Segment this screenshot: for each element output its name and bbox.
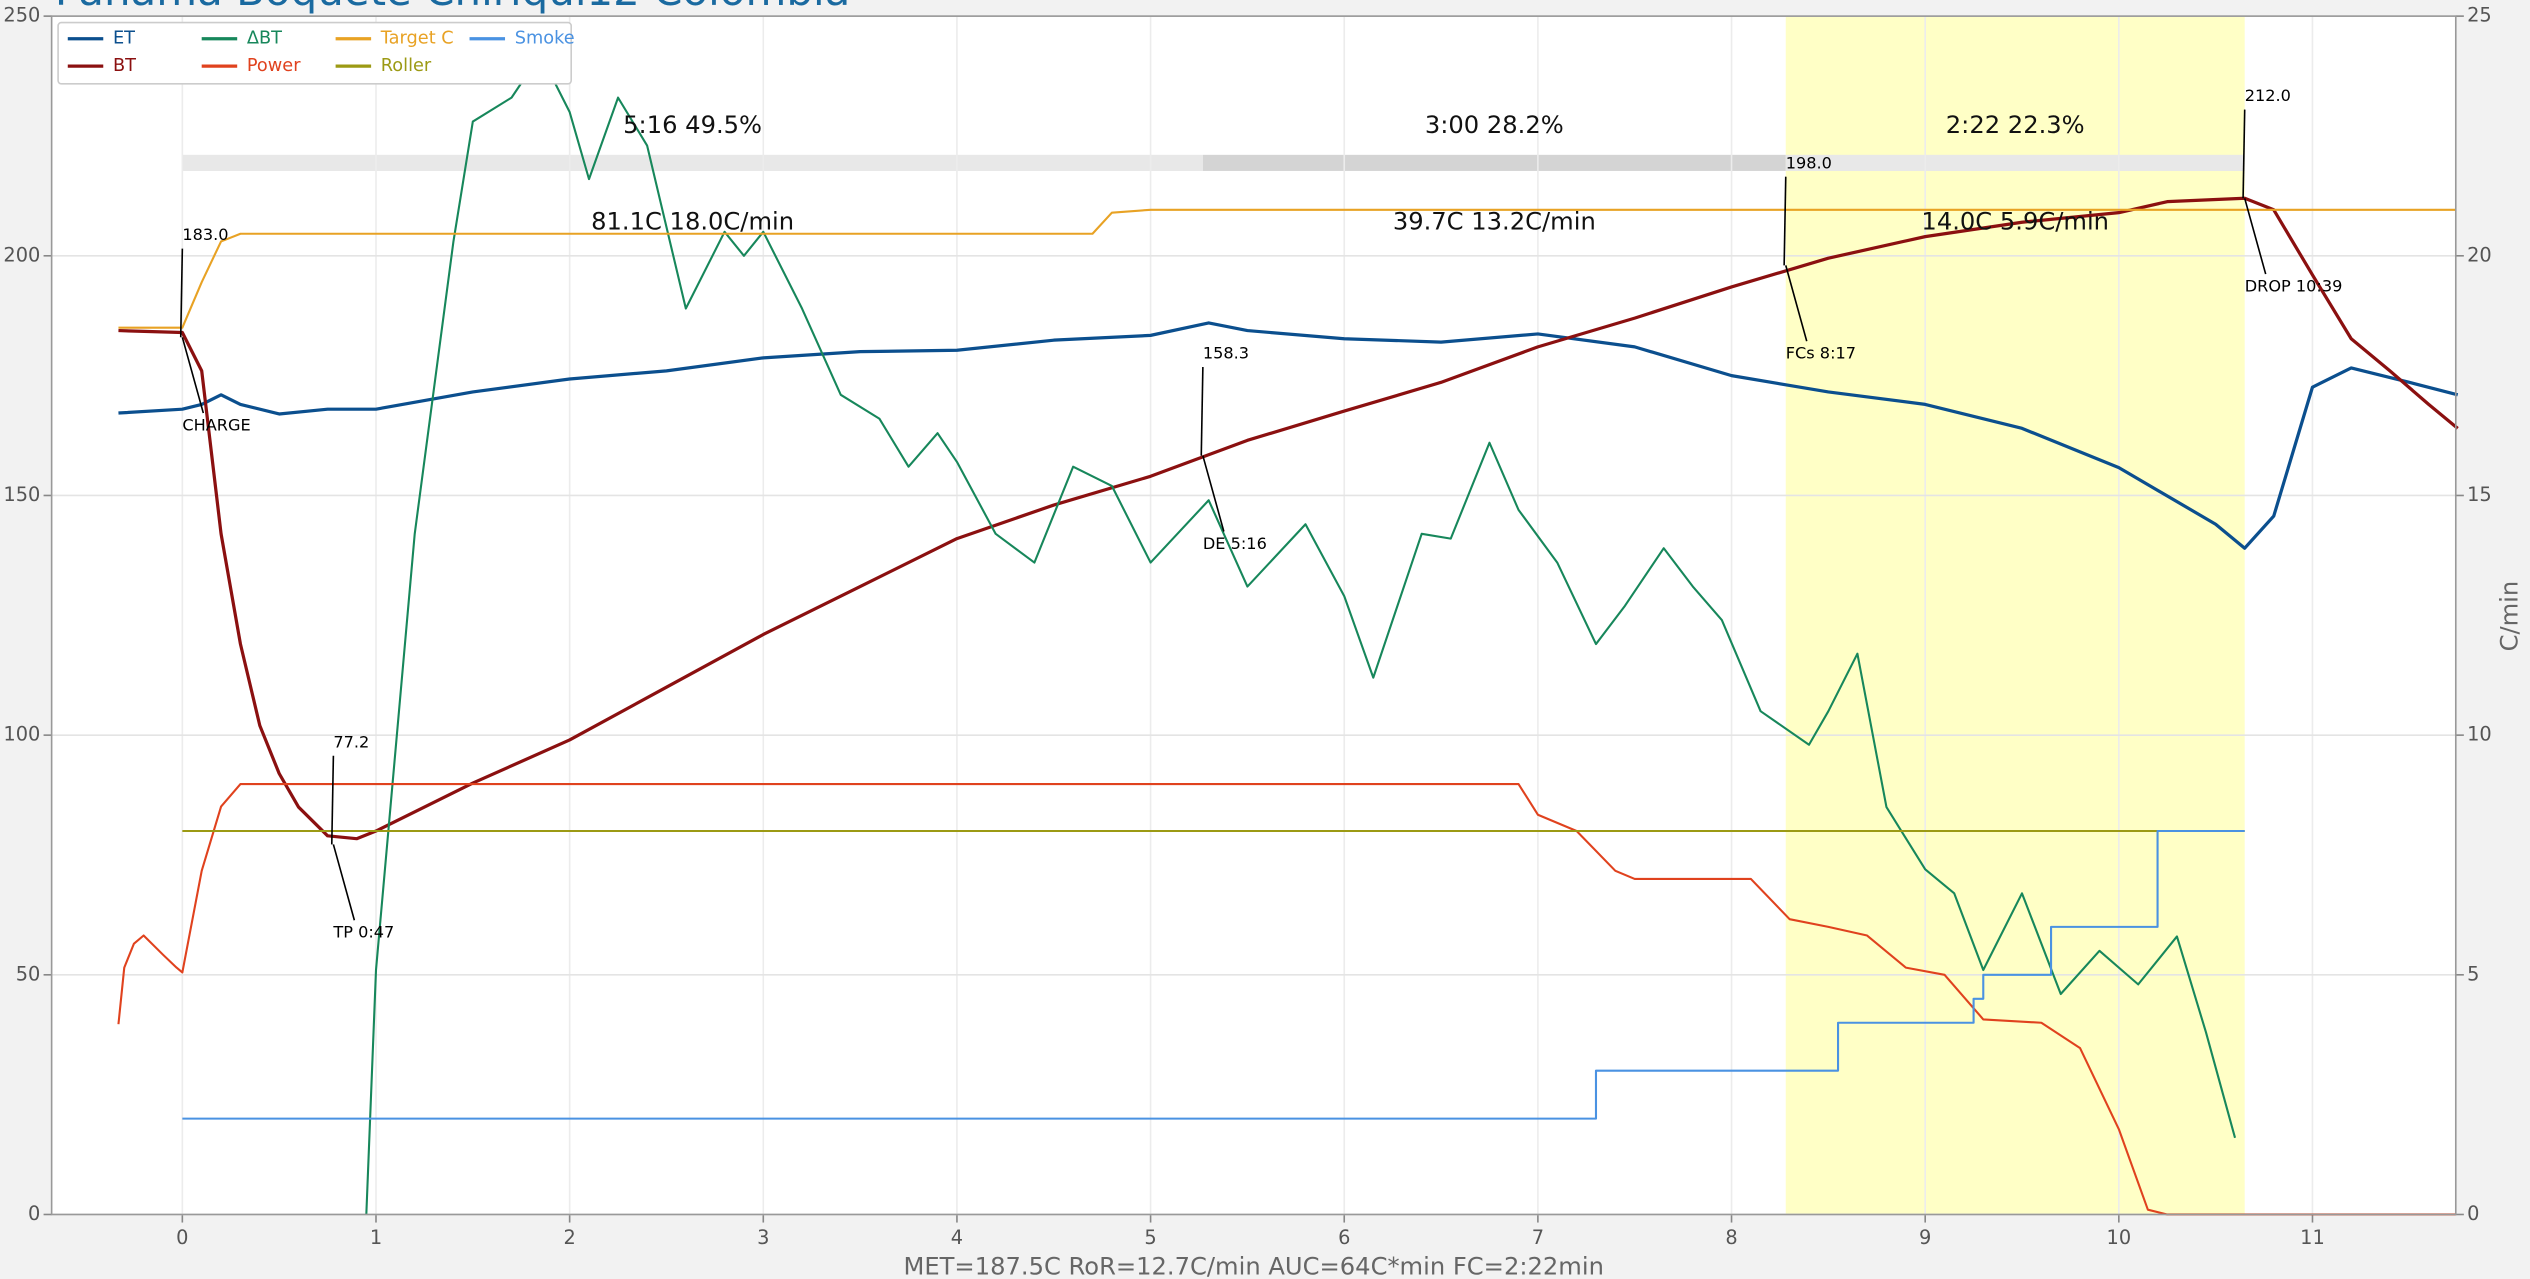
annotation-leader <box>332 844 356 921</box>
annotation-leader <box>1784 265 1808 342</box>
x-tick-label: 3 <box>757 1226 769 1249</box>
development-zone <box>1785 16 2245 1215</box>
legend-label: ΔBT <box>247 29 282 49</box>
legend: ET ΔBT Target C Smoke BT Power Roller <box>57 21 575 85</box>
annotation-layer: 5:16 49.5% 81.1C 18.0C/min 3:00 28.2% 39.7C… <box>179 86 2343 942</box>
annotation-leader <box>1200 366 1204 456</box>
annotation-leader <box>1202 455 1225 532</box>
annotation-value: 77.2 <box>333 732 369 751</box>
phase-delta: 81.1C 18.0C/min <box>591 208 794 236</box>
x-tick-label: 11 <box>2300 1226 2325 1249</box>
annotation-text: FCs 8:17 <box>1786 344 1856 363</box>
chart-title: Panama Boquete Chiriqui12 Colombia <box>55 0 850 15</box>
legend-label: Roller <box>381 56 432 76</box>
footer-stats: MET=187.5C RoR=12.7C/min AUC=64C*min FC=… <box>904 1253 1604 1279</box>
annotation-leader <box>181 337 205 414</box>
annotation-leader <box>179 248 184 338</box>
y2-tick-label: 15 <box>2467 483 2492 506</box>
annotation-leader <box>2243 198 2267 275</box>
y-tick-label: 250 <box>3 4 40 27</box>
plot-frame <box>50 15 2457 1216</box>
annotation-value: 212.0 <box>2245 86 2291 105</box>
annotation-text: CHARGE <box>182 415 250 434</box>
x-tick-label: 1 <box>370 1226 382 1249</box>
x-tick-label: 4 <box>951 1226 963 1249</box>
series-layer <box>117 53 2459 1216</box>
phase-delta: 14.0C 5.9C/min <box>1921 208 2109 236</box>
x-tick-label: 10 <box>2107 1226 2132 1249</box>
y-tick-label: 100 <box>3 723 40 746</box>
y2-tick-label: 20 <box>2467 243 2492 266</box>
annotation-value: 158.3 <box>1203 344 1249 363</box>
annotation-value: 183.0 <box>182 225 228 244</box>
y-tick-label: 150 <box>3 483 40 506</box>
phase-time: 2:22 22.3% <box>1946 111 2085 139</box>
y2-tick-label: 10 <box>2467 723 2492 746</box>
series-line <box>365 53 2237 1215</box>
annotation-text: DE 5:16 <box>1203 534 1267 553</box>
y2-tick-label: 5 <box>2467 962 2479 985</box>
phase-bar <box>1785 154 2245 171</box>
annotation-leader <box>330 755 335 845</box>
series-line <box>182 829 2245 1120</box>
x-tick-label: 5 <box>1144 1226 1156 1249</box>
legend-box <box>57 21 572 85</box>
legend-label: Smoke <box>515 29 575 49</box>
legend-label: BT <box>113 56 136 76</box>
annotation-value: 198.0 <box>1786 153 1832 172</box>
y-tick-label: 200 <box>3 243 40 266</box>
x-tick-label: 0 <box>176 1226 188 1249</box>
phase-time: 5:16 49.5% <box>623 111 762 139</box>
y-tick-label: 0 <box>28 1202 40 1225</box>
x-tick-label: 6 <box>1338 1226 1350 1249</box>
series-line <box>118 321 2459 550</box>
phase-bar <box>1202 154 1786 171</box>
y2-axis-label: C/min <box>2496 581 2524 652</box>
x-tick-label: 7 <box>1532 1226 1544 1249</box>
annotation-leader <box>1783 176 1787 266</box>
phase-time: 3:00 28.2% <box>1425 111 1564 139</box>
y2-tick-label: 0 <box>2467 1202 2479 1225</box>
legend-label: Target C <box>380 29 454 49</box>
annotation-leader <box>2242 109 2246 199</box>
x-tick-label: 9 <box>1919 1226 1931 1249</box>
phase-delta: 39.7C 13.2C/min <box>1393 208 1596 236</box>
x-tick-label: 2 <box>563 1226 575 1249</box>
annotation-text: DROP 10:39 <box>2245 276 2343 295</box>
background-layer <box>182 16 2245 1215</box>
x-tick-label: 8 <box>1725 1226 1737 1249</box>
y2-tick-label: 25 <box>2467 4 2492 27</box>
legend-label: ET <box>113 29 135 49</box>
series-line <box>117 782 2456 1216</box>
annotation-text: TP 0:47 <box>332 923 394 942</box>
series-line <box>118 208 2456 329</box>
series-line <box>118 196 2459 841</box>
phase-bar <box>182 154 1203 171</box>
legend-label: Power <box>247 56 301 76</box>
y-tick-label: 50 <box>16 962 41 985</box>
